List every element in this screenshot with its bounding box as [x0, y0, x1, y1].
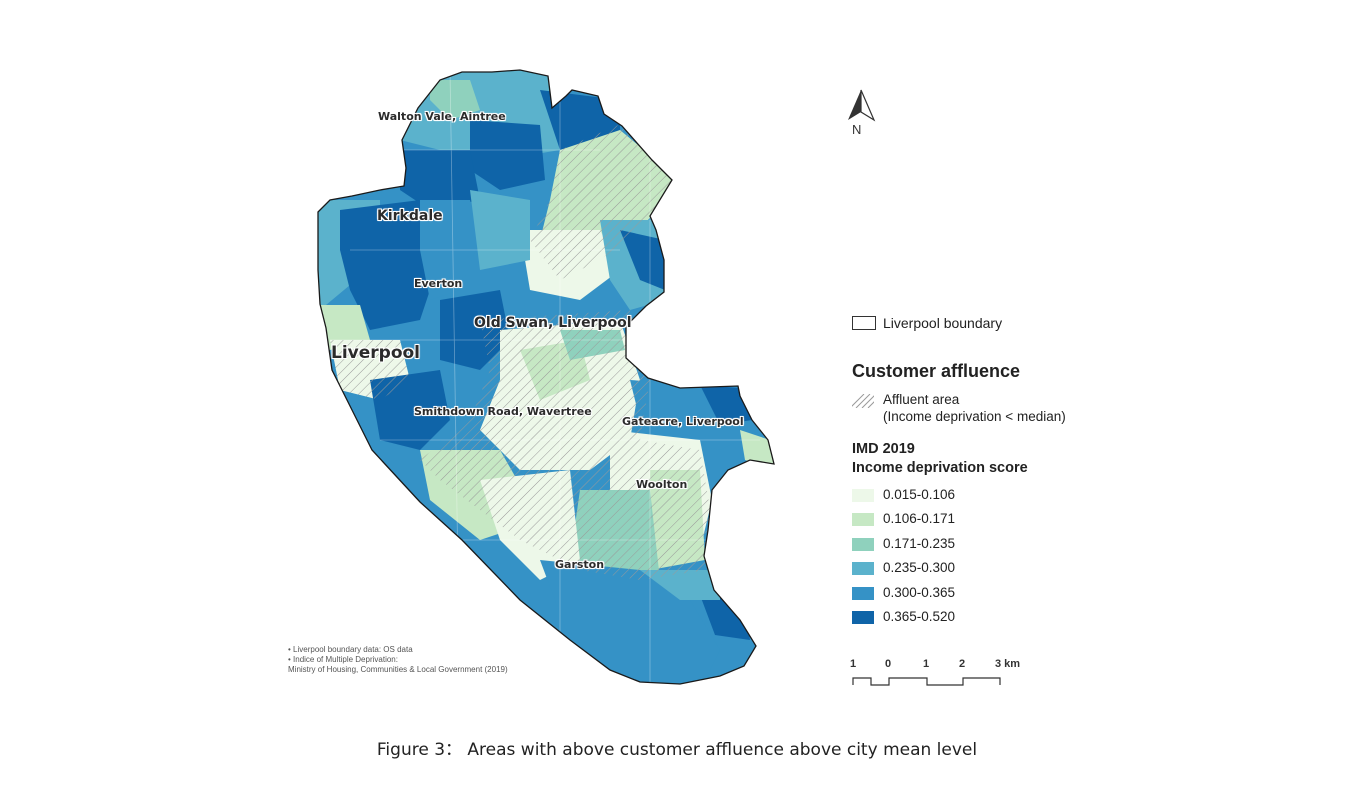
scale-tick-label: 0 [885, 658, 892, 670]
north-arrow-icon [848, 89, 876, 122]
legend-title: Customer affluence [852, 361, 1021, 381]
scale-tick-label: 1 [923, 658, 930, 670]
north-label: N [852, 122, 862, 137]
bin-label: 0.300-0.365 [883, 585, 956, 600]
bin-swatch [852, 489, 874, 502]
bin-label: 0.015-0.106 [883, 487, 956, 502]
place-label-woolton: Woolton [636, 478, 688, 491]
imd-line-1: IMD 2019 [852, 441, 915, 457]
bin-swatch [852, 587, 874, 600]
scale-tick-label: 1 [850, 658, 857, 670]
place-label-everton: Everton [414, 277, 463, 290]
scale-tick-label: 2 [959, 658, 966, 670]
source-line-2: • Indice of Multiple Deprivation: [288, 655, 398, 664]
bin-label: 0.106-0.171 [883, 511, 956, 526]
source-line-3: Ministry of Housing, Communities & Local… [288, 665, 508, 674]
scale-bar: 1 0 1 2 3 km [848, 658, 1058, 690]
scale-bar-graphic [852, 677, 1001, 686]
boundary-legend-label: Liverpool boundary [883, 315, 1003, 331]
bin-swatch [852, 562, 874, 575]
place-label-smithdown-road: Smithdown Road, Wavertree [414, 405, 592, 418]
place-label-garston: Garston [555, 558, 605, 571]
imd-legend-heading: IMD 2019 Income deprivation score [852, 440, 1028, 478]
data-sources-note: • Liverpool boundary data: OS data • Ind… [288, 645, 508, 675]
bin-label: 0.171-0.235 [883, 536, 956, 551]
bin-label: 0.365-0.520 [883, 609, 956, 624]
place-label-walton-vale: Walton Vale, Aintree [378, 110, 506, 123]
bin-label: 0.235-0.300 [883, 560, 956, 575]
affluent-line-2: (Income deprivation < median) [883, 409, 1066, 424]
place-label-old-swan: Old Swan, Liverpool [474, 315, 632, 331]
affluent-area-label: Affluent area (Income deprivation < medi… [883, 391, 1066, 425]
place-label-gateacre: Gateacre, Liverpool [622, 415, 744, 428]
affluent-line-1: Affluent area [883, 392, 960, 407]
map-regions [318, 70, 774, 684]
bin-swatch [852, 538, 874, 551]
imd-line-2: Income deprivation score [852, 460, 1028, 476]
source-line-1: • Liverpool boundary data: OS data [288, 645, 413, 654]
hatch-swatch [852, 394, 874, 408]
scale-tick-label: 3 km [995, 658, 1021, 670]
place-label-kirkdale: Kirkdale [377, 208, 443, 224]
liverpool-boundary [317, 69, 775, 685]
boundary-swatch [852, 316, 876, 330]
bin-swatch [852, 611, 874, 624]
bin-swatch [852, 513, 874, 526]
figure-caption: Figure 3： Areas with above customer affl… [376, 740, 978, 760]
place-label-liverpool: Liverpool [331, 343, 421, 363]
